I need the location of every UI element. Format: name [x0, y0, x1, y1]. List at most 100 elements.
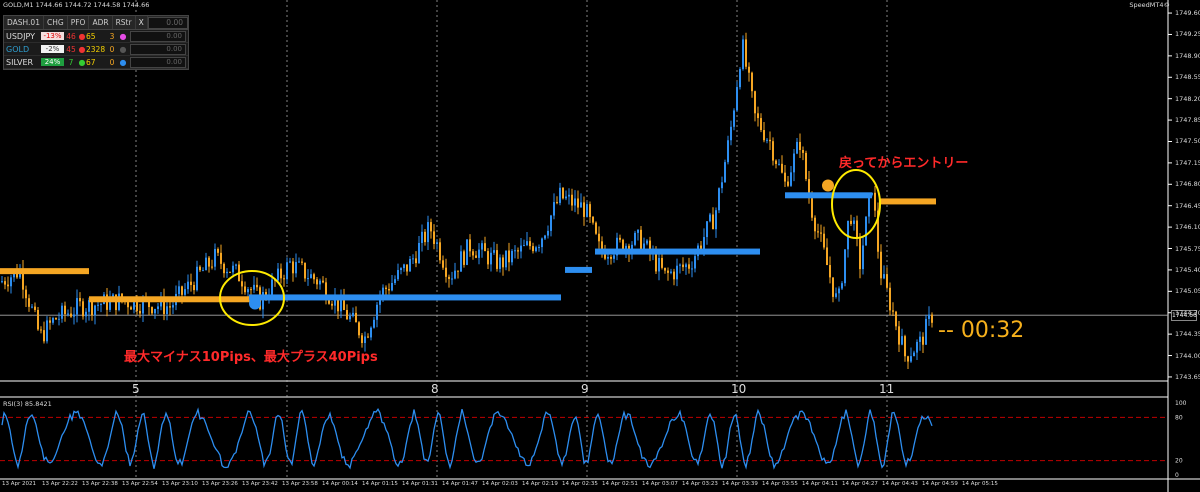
- candle-body: [535, 247, 537, 252]
- stop-marker-buy: [348, 294, 351, 301]
- col-pfo[interactable]: PFO: [68, 16, 90, 29]
- candle-body: [820, 232, 822, 234]
- adr-value: 67: [86, 57, 96, 67]
- stop-marker-sell: [137, 296, 140, 303]
- candle-body: [823, 233, 825, 248]
- candle-body: [184, 289, 186, 295]
- stop-marker-buy: [387, 294, 390, 301]
- candle-body: [691, 268, 693, 270]
- stop-marker-buy: [378, 294, 381, 301]
- stop-marker-buy: [432, 294, 435, 301]
- stop-marker-buy: [345, 294, 348, 301]
- dashboard-row[interactable]: SILVER 24% 7 ● 67 0 ● 0.00: [4, 56, 188, 69]
- candle-body: [517, 250, 519, 252]
- candle-body: [316, 279, 318, 285]
- price-tick-label: 1745.40: [1175, 265, 1200, 274]
- stop-marker-buy: [652, 248, 655, 255]
- stop-marker-buy: [369, 294, 372, 301]
- candle-body: [94, 305, 96, 316]
- candle-body: [25, 289, 27, 299]
- stop-marker-sell: [927, 198, 930, 205]
- stop-marker-buy: [270, 294, 273, 301]
- price-tick-label: 1743.65: [1175, 372, 1200, 381]
- stop-marker-buy: [703, 248, 706, 255]
- stop-marker-buy: [667, 248, 670, 255]
- candle-body: [193, 284, 195, 291]
- candle-body: [556, 202, 558, 204]
- time-tick-label: 13 Apr 23:10: [162, 481, 198, 487]
- candle-body: [808, 179, 810, 199]
- stop-marker-sell: [161, 296, 164, 303]
- candle-body: [373, 319, 375, 328]
- session-label: 8: [431, 382, 439, 396]
- stop-marker-sell: [185, 296, 188, 303]
- candle-body: [67, 313, 69, 315]
- stop-marker-buy: [363, 294, 366, 301]
- stop-marker-buy: [390, 294, 393, 301]
- candle-body: [892, 310, 894, 312]
- candle-body: [640, 229, 642, 251]
- candle-body: [502, 257, 504, 268]
- candle-body: [343, 297, 345, 311]
- candle-body: [514, 250, 516, 252]
- symbol-label[interactable]: GOLD: [6, 44, 30, 54]
- stop-marker-sell: [903, 198, 906, 205]
- time-tick-label: 14 Apr 01:31: [402, 481, 438, 487]
- candle-body: [889, 287, 891, 311]
- candle-body: [754, 91, 756, 114]
- candle-body: [553, 202, 555, 216]
- col-chg[interactable]: CHG: [44, 16, 68, 29]
- stop-marker-sell: [197, 296, 200, 303]
- candle-body: [505, 250, 507, 268]
- stop-marker-sell: [215, 296, 218, 303]
- stop-marker-sell: [47, 268, 50, 275]
- dashboard-row[interactable]: GOLD -2% 45 ● 2328 0 ● 0.00: [4, 43, 188, 56]
- candle-body: [340, 297, 342, 312]
- close-button[interactable]: X: [136, 16, 148, 29]
- dashboard-row[interactable]: USDJPY -13% 46 ● 65 3 ● 0.00: [4, 30, 188, 43]
- candle-body: [4, 281, 6, 285]
- col-rstr[interactable]: RStr: [113, 16, 136, 29]
- price-tick-label: 1746.80: [1175, 180, 1200, 189]
- dash-title[interactable]: DASH.01: [4, 16, 44, 29]
- stop-marker-sell: [98, 296, 101, 303]
- candle-body: [775, 160, 777, 164]
- candle-body: [577, 198, 579, 208]
- stop-marker-sell: [882, 198, 885, 205]
- range-annotation: 最大マイナス10Pips、最大プラス40Pips: [124, 350, 378, 365]
- stop-marker-buy: [441, 294, 444, 301]
- stop-marker-buy: [447, 294, 450, 301]
- stop-marker-buy: [435, 294, 438, 301]
- candle-body: [358, 322, 360, 336]
- stop-marker-buy: [827, 192, 830, 199]
- col-adr[interactable]: ADR: [89, 16, 113, 29]
- price-tick-label: 1745.05: [1175, 287, 1200, 296]
- session-label: 5: [132, 382, 140, 396]
- signal-dot-icon: ●: [119, 57, 127, 67]
- rsi-label: RSI(3) 85.8421: [3, 400, 52, 408]
- stop-marker-buy: [285, 294, 288, 301]
- candle-body: [157, 306, 159, 309]
- candle-body: [226, 271, 228, 274]
- stop-marker-buy: [836, 192, 839, 199]
- candle-body: [241, 281, 243, 287]
- stop-marker-sell: [38, 268, 41, 275]
- stop-marker-buy: [273, 294, 276, 301]
- symbol-label[interactable]: SILVER: [6, 57, 34, 67]
- symbol-label[interactable]: USDJPY: [6, 31, 35, 41]
- stop-marker-buy: [501, 294, 504, 301]
- time-tick-label: 14 Apr 02:03: [482, 481, 518, 487]
- stop-marker-buy: [552, 294, 555, 301]
- stop-marker-buy: [866, 192, 869, 199]
- stop-marker-sell: [128, 296, 131, 303]
- candle-body: [52, 318, 54, 323]
- candle-body: [487, 251, 489, 265]
- candle-body: [307, 278, 309, 280]
- stop-marker-sell: [83, 268, 86, 275]
- stop-marker-buy: [438, 294, 441, 301]
- candle-body: [394, 279, 396, 283]
- candle-body: [130, 307, 132, 310]
- time-tick-label: 14 Apr 01:47: [442, 481, 478, 487]
